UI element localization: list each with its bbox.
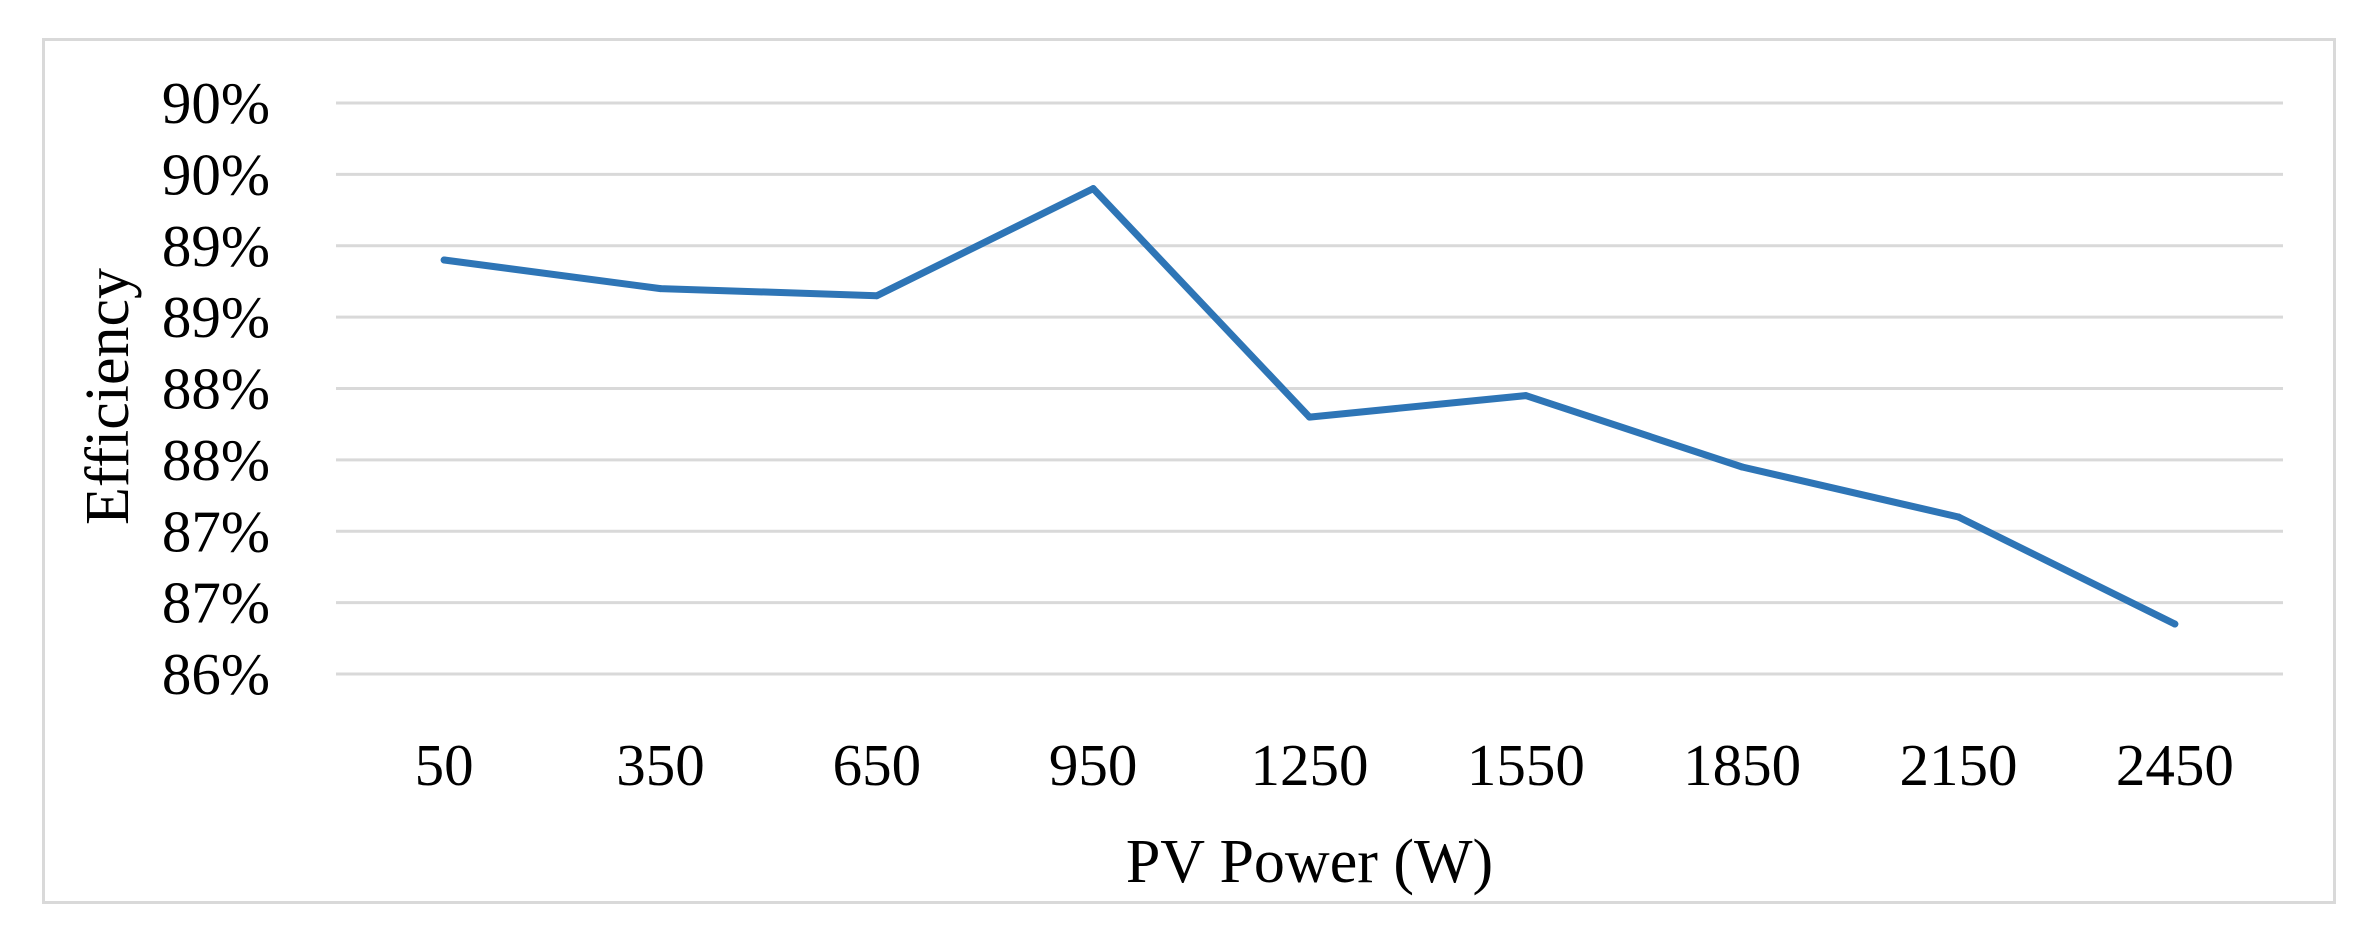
data-point [657,285,664,293]
data-point [873,292,881,300]
y-tick-label: 89% [162,213,270,279]
y-tick-label: 87% [162,570,270,636]
data-point [1306,413,1313,421]
x-tick-label: 650 [833,732,922,798]
y-tick-label: 90% [162,70,270,136]
y-tick-label: 86% [162,641,270,707]
data-point [1522,392,1530,400]
series-line [440,185,2179,628]
data-point [440,256,448,264]
series-layer [440,185,2179,628]
x-tick-label: 950 [1049,732,1138,798]
x-axis-tick-labels: 50 350 650 950 1250 1550 1850 2150 2450 [415,732,2234,798]
y-tick-label: 90% [162,141,270,207]
x-axis-title: PV Power (W) [1126,828,1493,896]
x-tick-label: 1250 [1251,732,1369,798]
data-point [2171,620,2179,628]
x-tick-label: 350 [616,732,705,798]
data-point [1738,463,1746,471]
y-tick-label: 87% [162,498,270,564]
x-tick-label: 50 [415,732,474,798]
y-axis-tick-labels: 90%90%89%89%88%88%87%87%86% [162,70,270,707]
x-tick-label: 1550 [1467,732,1585,798]
x-tick-label: 1850 [1683,732,1801,798]
y-tick-label: 88% [162,356,270,422]
x-tick-label: 2150 [1900,732,2018,798]
chart-frame [42,38,2336,904]
gridlines [336,101,2283,676]
y-tick-label: 89% [162,284,270,350]
x-tick-label: 2450 [2116,732,2234,798]
y-axis-title: Efficiency [74,268,142,525]
data-point [1955,513,1962,521]
y-tick-label: 88% [162,427,270,493]
data-point [1089,185,1097,193]
